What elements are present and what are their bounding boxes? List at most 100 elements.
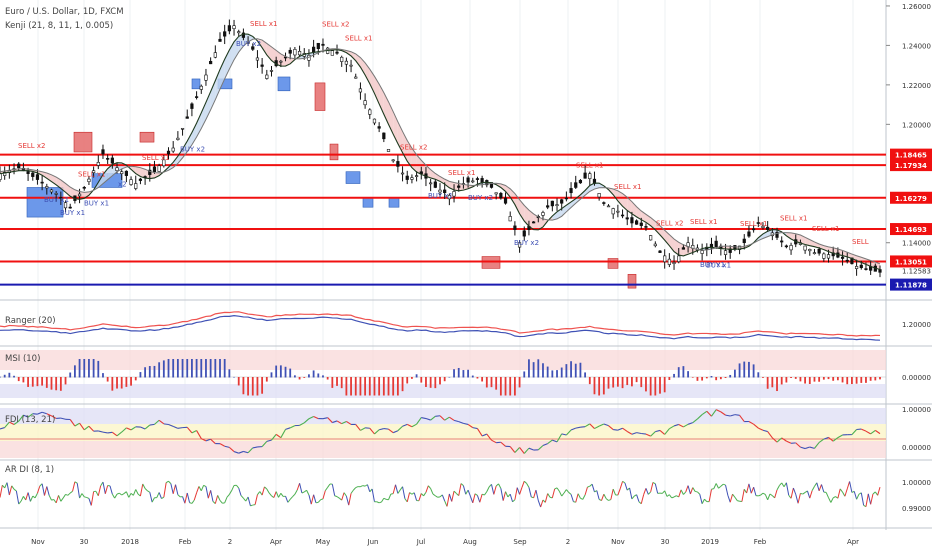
msi-bar: [860, 377, 863, 383]
ardi-line-segment: [388, 493, 392, 500]
ardi-line-segment: [860, 492, 865, 506]
ardi-line-segment: [568, 492, 572, 495]
ardi-line-segment: [460, 483, 464, 487]
msi-bar: [247, 377, 249, 396]
candle-body: [223, 31, 227, 37]
ardi-line-segment: [102, 481, 106, 494]
fdi-line-segment: [659, 430, 666, 435]
msi-bar: [387, 377, 390, 396]
fdi-line-segment: [641, 432, 647, 435]
msi-bar: [439, 377, 441, 385]
ardi-line-segment: [292, 493, 296, 498]
ardi-line-segment: [84, 496, 87, 498]
date-tick-label: 2018: [121, 538, 139, 546]
ardi-line-segment: [486, 486, 490, 492]
candle-body: [176, 137, 180, 140]
candle-body: [752, 228, 756, 231]
ardi-line-segment: [832, 496, 836, 499]
msi-bar: [780, 377, 783, 385]
msi-bar: [640, 377, 643, 388]
candle-body: [358, 88, 363, 93]
fdi-line-segment: [444, 416, 450, 421]
ma-ribbon: [430, 169, 436, 180]
msi-bar: [130, 377, 132, 386]
msi-bar: [457, 367, 460, 378]
sell-zone: [314, 82, 326, 111]
ma-ribbon: [210, 80, 216, 110]
candle-body: [630, 217, 634, 224]
msi-bar: [411, 377, 413, 379]
fdi-line-segment: [814, 442, 820, 449]
ma-ribbon: [528, 210, 534, 230]
msi-bar: [265, 377, 268, 382]
msi-bar: [518, 377, 521, 388]
ardi-line-segment: [683, 491, 687, 495]
ardi-line-segment: [849, 481, 853, 493]
msi-bar: [574, 363, 577, 378]
ardi-line-segment: [448, 493, 453, 502]
fdi-line-segment: [476, 428, 483, 437]
ardi-line-segment: [664, 490, 668, 497]
ma-ribbon: [585, 185, 590, 196]
ardi-line-segment: [769, 493, 773, 497]
ardi-line-segment: [86, 496, 90, 499]
msi-bar: [790, 377, 792, 378]
ardi-line-segment: [692, 487, 696, 492]
fdi-line-segment: [767, 431, 773, 439]
ardi-line-segment: [116, 492, 120, 495]
fdi-line-segment: [715, 409, 722, 413]
msi-bar: [560, 367, 563, 378]
ardi-line-segment: [196, 486, 200, 493]
fdi-line-segment: [537, 445, 544, 451]
candle-body: [59, 197, 63, 199]
candle-body: [555, 204, 559, 206]
ardi-line-segment: [161, 496, 165, 500]
fdi-line-segment: [27, 413, 34, 418]
ardi-line-segment: [254, 494, 258, 505]
candle-body: [269, 70, 274, 72]
ardi-line-segment: [821, 484, 825, 493]
ardi-line-segment: [41, 483, 45, 496]
msi-bar: [659, 377, 661, 394]
candle-body: [49, 189, 54, 193]
ardi-line-segment: [224, 496, 228, 504]
fdi-line-segment: [168, 424, 174, 427]
ardi-line-segment: [605, 498, 609, 501]
candle-body: [517, 242, 522, 248]
fdi-line-segment: [669, 425, 675, 430]
candle-body: [822, 253, 826, 259]
signal-label: SELL: [852, 238, 869, 246]
candle-body: [522, 230, 526, 237]
buy-zone: [26, 187, 64, 218]
ardi-line-segment: [273, 491, 277, 498]
signal-label: BUY x1: [706, 261, 731, 269]
ardi-line-segment: [790, 487, 794, 499]
candle-body: [658, 250, 662, 253]
ma-ribbon: [220, 59, 225, 90]
ardi-line-segment: [6, 482, 10, 496]
msi-bar: [3, 374, 6, 378]
ardi-line-segment: [275, 491, 279, 498]
date-tick-label: Aug: [463, 538, 477, 546]
candle-body: [92, 170, 96, 173]
msi-bar: [336, 377, 338, 386]
fdi-line-segment: [687, 422, 693, 425]
msi-bar: [279, 365, 282, 378]
sell-zone: [73, 131, 93, 153]
candle-body: [447, 195, 451, 200]
ma-ribbon: [674, 238, 679, 256]
fdi-line-segment: [748, 421, 754, 425]
level-label: 1.14693: [895, 226, 927, 234]
date-tick-label: 2: [228, 538, 232, 546]
msi-bar: [317, 373, 320, 378]
candle-body: [260, 64, 264, 67]
fdi-line-segment: [514, 447, 520, 453]
candle-body: [532, 221, 536, 224]
ardi-line-segment: [640, 494, 645, 504]
candle-body: [714, 240, 718, 247]
ardi-line-segment: [149, 492, 153, 503]
candle-body: [541, 212, 545, 216]
ma-ribbon: [627, 197, 632, 214]
candle-body: [68, 206, 72, 209]
